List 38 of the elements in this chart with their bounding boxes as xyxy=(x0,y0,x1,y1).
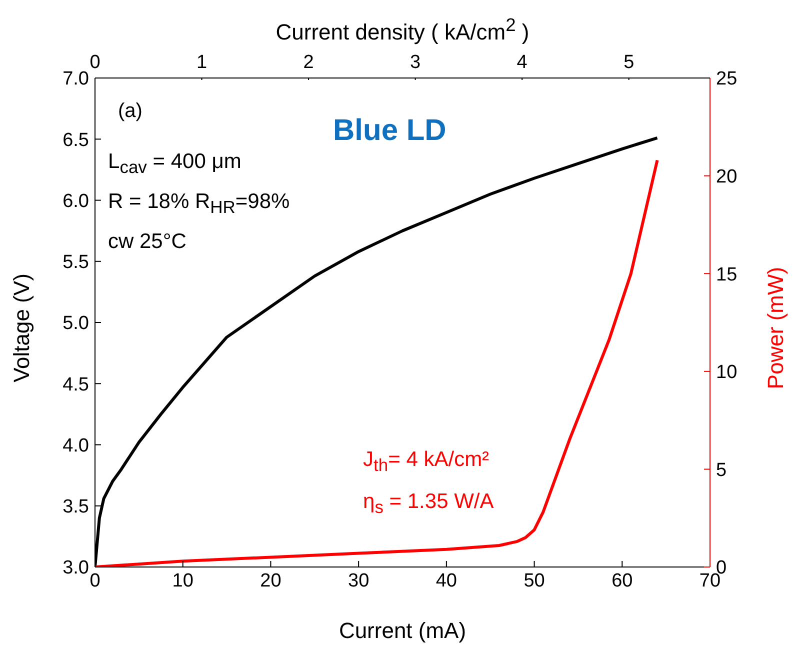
x-axis-title: Current (mA) xyxy=(338,618,468,644)
x2-tick-label: 2 xyxy=(303,52,314,73)
annotation: (a) xyxy=(118,100,142,123)
y-tick-label: 4.5 xyxy=(62,374,89,396)
x-tick-label: 10 xyxy=(172,570,194,592)
y-tick-label: 6.0 xyxy=(62,190,89,212)
y-tick-label: 5.0 xyxy=(62,313,89,334)
x2-tick-label: 0 xyxy=(90,52,100,73)
x2-tick-label: 4 xyxy=(516,52,528,73)
x-tick-label: 40 xyxy=(436,570,457,592)
annotation: R = 18% R$_{HR}$=98% xyxy=(108,190,290,218)
y-tick-label: 3.5 xyxy=(62,496,89,518)
x-tick-label: 0 xyxy=(90,570,100,592)
annotation: Blue LD xyxy=(333,114,446,148)
y-tick-label: 7.0 xyxy=(62,68,89,90)
y2-tick-label: 10 xyxy=(716,362,738,384)
x-tick-label: 20 xyxy=(260,570,282,592)
annotation: η$_{s}$ = 1.35 W/A xyxy=(363,490,494,518)
y2-tick-label: 15 xyxy=(716,264,738,286)
x-tick-label: 50 xyxy=(524,570,545,592)
y2-tick-label: 20 xyxy=(716,166,738,188)
annotation: cw 25°C xyxy=(108,230,186,254)
x2-axis-title: Current density ( kA/cm$^{2}$ ) xyxy=(274,14,530,46)
y2-tick-label: 25 xyxy=(716,68,738,90)
x-tick-label: 60 xyxy=(612,570,633,592)
x2-tick-label: 3 xyxy=(410,52,421,73)
x-tick-label: 30 xyxy=(348,570,370,592)
y-tick-label: 6.5 xyxy=(62,130,89,151)
x2-tick-label: 1 xyxy=(196,52,208,73)
y2-axis-title: Power (mW) xyxy=(763,266,789,389)
annotation: L$_{cav}$ = 400 μm xyxy=(108,150,242,178)
y-tick-label: 5.5 xyxy=(62,252,89,274)
y-axis-title: Voltage (V) xyxy=(9,273,35,382)
x2-tick-label: 5 xyxy=(624,52,634,73)
annotation: J$_{th}$= 4 kA/cm² xyxy=(363,448,490,476)
y-tick-label: 3.0 xyxy=(62,558,89,579)
y-tick-label: 4.0 xyxy=(62,435,89,456)
y2-tick-label: 5 xyxy=(716,460,727,481)
